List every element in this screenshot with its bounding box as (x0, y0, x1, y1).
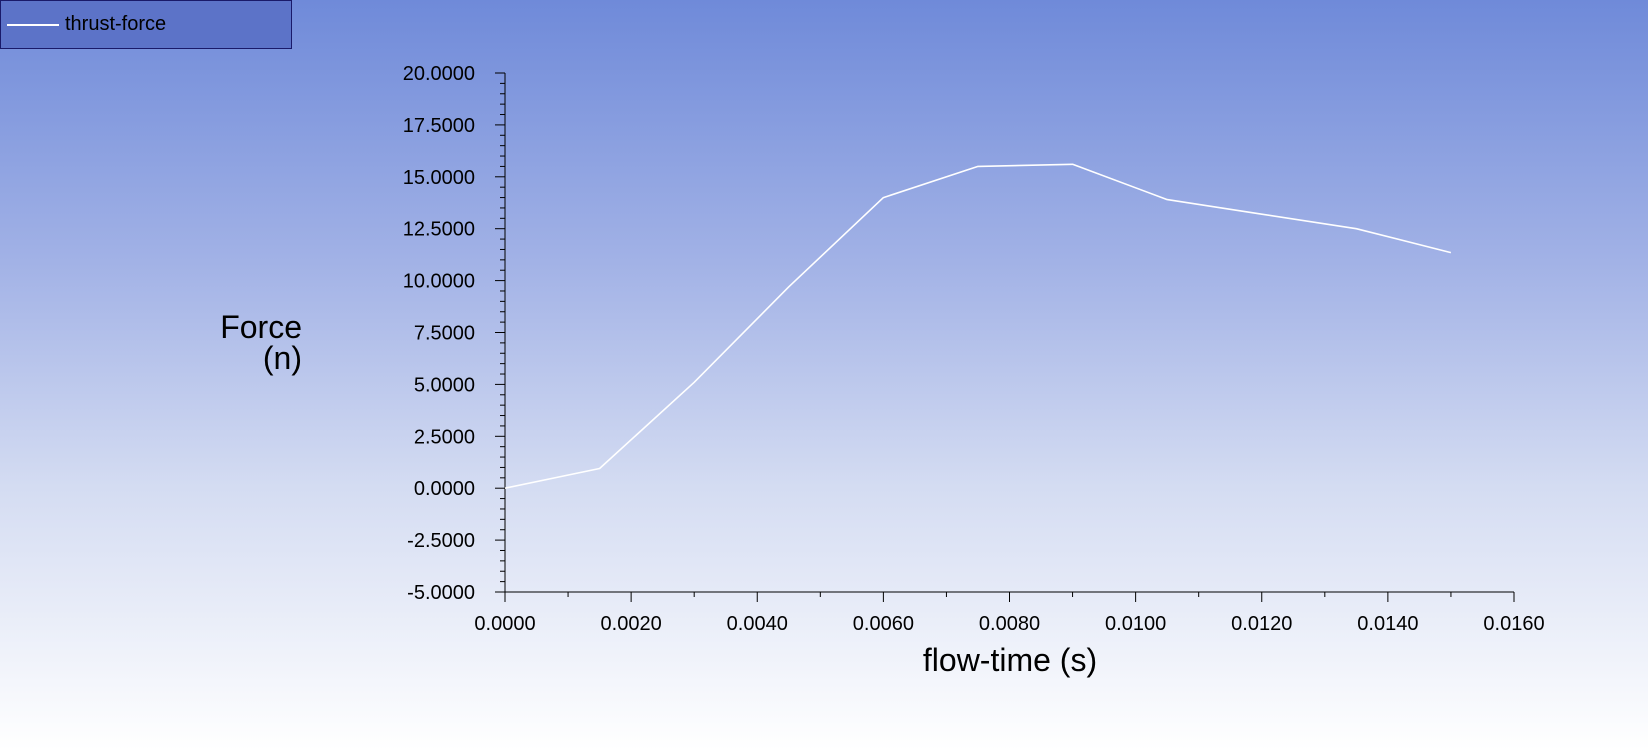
y-tick-label: -5.0000 (407, 582, 475, 604)
x-tick-label: 0.0160 (1483, 613, 1544, 635)
y-axis-label-line2: (n) (262, 340, 302, 376)
series-line-thrust-force (504, 163, 1452, 489)
y-tick-label: 0.0000 (414, 478, 475, 500)
x-tick-label: 0.0140 (1357, 613, 1418, 635)
y-tick-label: 20.0000 (403, 63, 475, 85)
y-tick-label: 7.5000 (414, 323, 475, 345)
legend-label: thrust-force (65, 13, 167, 35)
x-tick-label: 0.0120 (1231, 613, 1292, 635)
legend-swatch (7, 24, 59, 26)
y-axis-label-line1: Force (220, 309, 302, 345)
y-tick-label: 5.0000 (414, 374, 475, 396)
y-tick-label: 12.5000 (403, 219, 475, 241)
x-tick-label: 0.0060 (853, 613, 914, 635)
x-tick-label: 0.0040 (727, 613, 788, 635)
x-tick-label: 0.0020 (601, 613, 662, 635)
x-tick-label: 0.0100 (1105, 613, 1166, 635)
legend: thrust-force (0, 0, 292, 49)
y-tick-label: 15.0000 (403, 167, 475, 189)
x-tick-label: 0.0000 (474, 613, 535, 635)
y-tick-label: 2.5000 (414, 426, 475, 448)
y-tick-label: 10.0000 (403, 271, 475, 293)
x-tick-label: 0.0080 (979, 613, 1040, 635)
y-tick-label: 17.5000 (403, 115, 475, 137)
y-tick-label: -2.5000 (407, 530, 475, 552)
y-axis-label: Force (n) (150, 309, 302, 376)
x-axis-label: flow-time (s) (922, 642, 1098, 678)
